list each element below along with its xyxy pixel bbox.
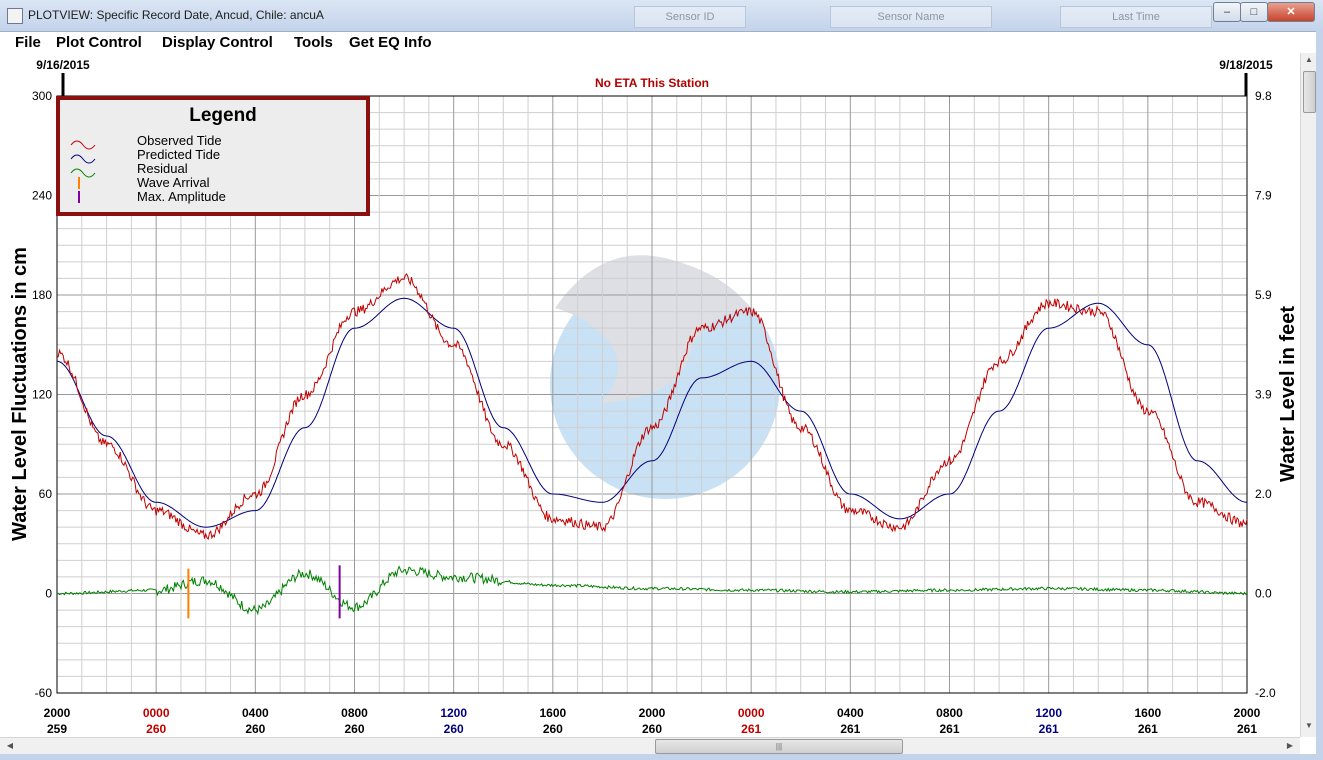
y-tick-label-right: 0.0 [1255,587,1272,601]
x-tick-label-day: 261 [1138,722,1158,736]
tide-chart: -60 0 60 120 180 240 300 -2.0 0.0 2.0 3.9 5.9 7.9 9.… [9,58,1299,736]
data-series [56,273,1248,616]
y-tick-label-left: -60 [35,686,53,700]
legend-label-observed: Observed Tide [137,133,222,148]
x-tick-label-day: 260 [444,722,464,736]
x-tick-label-hour: 1200 [1035,706,1062,720]
y-axis-label-left: Water Level Fluctuations in cm [9,247,31,541]
legend-frame [56,96,370,216]
x-tick-label-hour: 0800 [936,706,963,720]
y-tick-label-left: 240 [32,189,52,203]
x-tick-label-hour: 1200 [440,706,467,720]
scroll-up-arrow-icon[interactable]: ▲ [1305,55,1313,64]
y-tick-label-left: 60 [39,487,53,501]
y-tick-label-right: 5.9 [1255,288,1272,302]
x-tick-label-hour: 2000 [44,706,71,720]
y-tick-label-left: 180 [32,288,52,302]
window-title: PLOTVIEW: Specific Record Date, Ancud, C… [28,8,324,22]
date-label-left: 9/16/2015 [36,58,90,72]
x-tick-label-day: 260 [543,722,563,736]
minimize-button[interactable]: – [1213,2,1241,22]
x-tick-label-day: 260 [642,722,662,736]
window-frame-bottom [0,754,1323,760]
y-tick-label-right: -2.0 [1255,686,1276,700]
y-tick-label-right: 3.9 [1255,388,1272,402]
y-tick-label-left: 120 [32,388,52,402]
legend-title: Legend [189,105,257,126]
x-tick-label-hour: 0800 [341,706,368,720]
legend-box: Legend Observed Tide Predicted Tide Resi… [56,96,370,216]
legend-swatch-residual [70,168,96,178]
x-tick-label-hour: 1600 [1134,706,1161,720]
x-tick-label-day: 260 [146,722,166,736]
y-axis-label-right: Water Level in feet [1277,306,1299,482]
menu-get-eq-info[interactable]: Get EQ Info [349,34,432,51]
left-y-axis-ticks: -60 0 60 120 180 240 300 [32,89,52,700]
legend-swatch-observed [70,140,96,150]
close-button[interactable]: ✕ [1267,2,1315,22]
x-tick-label-day: 261 [939,722,959,736]
x-tick-label-day: 260 [344,722,364,736]
menu-file[interactable]: File [15,34,41,51]
predicted-tide-line [56,297,1248,528]
scroll-down-arrow-icon[interactable]: ▼ [1305,721,1313,730]
horizontal-scrollbar[interactable]: ◀ ||| ▶ [0,737,1300,755]
legend-label-predicted: Predicted Tide [137,147,220,162]
legend-label-wave-arrival: Wave Arrival [137,175,210,190]
eta-annotation: No ETA This Station [595,76,709,90]
y-tick-label-right: 2.0 [1255,487,1272,501]
x-tick-label-day: 261 [1237,722,1257,736]
menu-tools[interactable]: Tools [294,34,333,51]
app-icon [7,8,23,24]
x-tick-label-hour: 0400 [242,706,269,720]
title-bar: PLOTVIEW: Specific Record Date, Ancud, C… [0,0,1323,32]
x-axis-ticks: 2000 259 0000 260 0400 260 0800 260 1200 260 1600 2… [44,706,1261,736]
background-column-sensor-name: Sensor Name [830,6,992,28]
background-column-last-time: Last Time [1060,6,1212,28]
right-y-axis-ticks: -2.0 0.0 2.0 3.9 5.9 7.9 9.8 [1255,89,1276,700]
x-tick-label-hour: 0000 [738,706,765,720]
date-label-right: 9/18/2015 [1219,58,1273,72]
window-frame-right [1316,31,1323,760]
x-tick-label-hour: 2000 [1234,706,1261,720]
plot-area-border [56,95,1248,694]
background-column-sensor-id: Sensor ID [634,6,746,28]
x-tick-label-day: 261 [741,722,761,736]
event-markers [187,565,341,619]
x-tick-label-day: 261 [1039,722,1059,736]
x-tick-label-day: 261 [840,722,860,736]
vertical-scrollbar[interactable]: ▲ ▼ [1300,53,1317,737]
residual-line [56,565,1248,616]
legend-label-max-amplitude: Max. Amplitude [137,189,226,204]
maximize-button[interactable]: □ [1240,2,1268,22]
menu-plot-control[interactable]: Plot Control [56,34,142,51]
horizontal-scroll-thumb[interactable]: ||| [655,739,903,754]
noaa-logo-watermark [550,255,780,499]
scroll-right-arrow-icon[interactable]: ▶ [1286,741,1294,750]
legend-swatch-predicted [70,154,96,164]
x-tick-label-hour: 0000 [143,706,170,720]
menu-display-control[interactable]: Display Control [162,34,273,51]
x-tick-label-hour: 0400 [837,706,864,720]
scroll-left-arrow-icon[interactable]: ◀ [6,741,14,750]
menu-bar: File Plot Control Display Control Tools … [0,32,1323,53]
y-tick-label-left: 300 [32,89,52,103]
observed-tide-line [56,273,1248,541]
legend-label-residual: Residual [137,161,188,176]
y-tick-label-left: 0 [45,587,52,601]
x-tick-label-day: 260 [245,722,265,736]
x-tick-label-hour: 2000 [639,706,666,720]
y-tick-label-right: 9.8 [1255,89,1272,103]
y-tick-label-right: 7.9 [1255,189,1272,203]
vertical-scroll-thumb[interactable] [1303,71,1316,113]
x-tick-label-day: 259 [47,722,67,736]
x-tick-label-hour: 1600 [539,706,566,720]
